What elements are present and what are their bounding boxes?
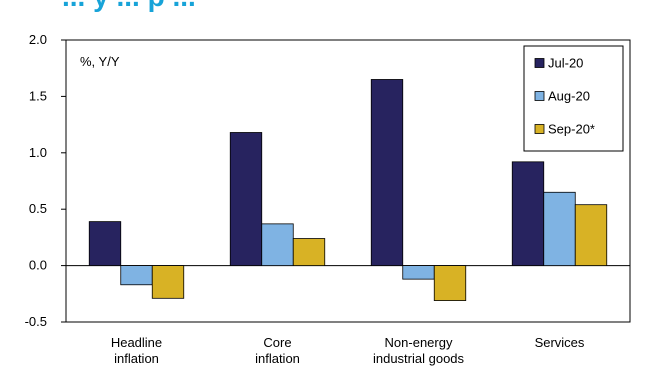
legend-label: Jul-20 <box>548 56 583 71</box>
y-tick-label: 1.0 <box>29 145 47 160</box>
plot-frame <box>65 39 631 323</box>
bar <box>433 265 467 301</box>
chart-title: ... y ... p ... <box>62 0 196 12</box>
bar <box>574 204 608 267</box>
x-tick-label: Non-energy <box>385 335 453 350</box>
legend-swatch <box>534 58 545 68</box>
y-axis-label: %, Y/Y <box>80 54 120 69</box>
x-tick-label: Headline <box>111 335 162 350</box>
bar <box>402 265 435 280</box>
bar <box>543 191 576 266</box>
x-tick-label: Core <box>263 335 291 350</box>
bar <box>229 132 263 267</box>
bar <box>292 238 326 267</box>
y-tick-label: 1.5 <box>29 88 47 103</box>
bar <box>151 265 185 299</box>
bar <box>120 265 153 286</box>
legend-label: Sep-20* <box>548 122 595 137</box>
y-tick-label: 0.5 <box>29 201 47 216</box>
legend-swatch <box>534 91 545 101</box>
bars <box>88 79 608 301</box>
legend-label: Aug-20 <box>548 89 590 104</box>
x-tick-label: inflation <box>255 351 300 366</box>
bar <box>88 221 122 267</box>
bar <box>511 161 545 267</box>
y-axis: 2.0 1.5 1.0 0.5 0.0 -0.5 <box>25 32 66 329</box>
x-tick-label: industrial goods <box>373 351 465 366</box>
legend: Jul-20 Aug-20 Sep-20* <box>523 45 624 152</box>
y-tick-label: 2.0 <box>29 32 47 47</box>
bar <box>370 79 404 266</box>
x-tick-label: Services <box>535 335 585 350</box>
legend-swatch <box>534 124 545 134</box>
x-tick-label: inflation <box>114 351 159 366</box>
y-tick-label: 0.0 <box>29 258 47 273</box>
bar <box>261 223 294 266</box>
y-tick-label: -0.5 <box>25 314 47 329</box>
x-axis-labels: HeadlineinflationCoreinflationNon-energy… <box>111 335 585 366</box>
chart-title-strip: ... y ... p ... <box>0 0 659 12</box>
